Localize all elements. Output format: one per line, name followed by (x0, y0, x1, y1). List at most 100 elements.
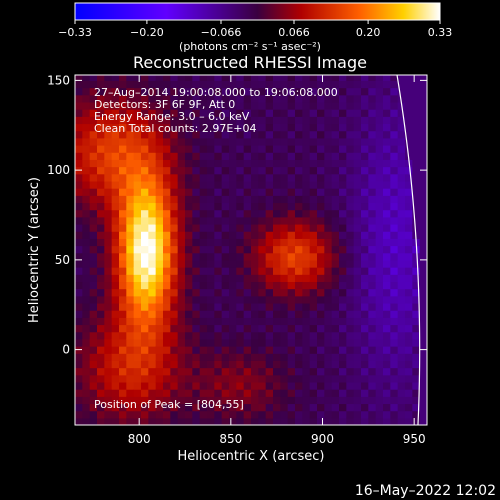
heatmap-cell (324, 281, 333, 290)
colorbar-tick-label: 0.33 (428, 26, 453, 39)
heatmap-cell (273, 109, 281, 117)
heatmap-cell (126, 367, 135, 376)
heatmap-cell (390, 216, 399, 225)
heatmap-cell (75, 87, 83, 96)
heatmap-cell (75, 403, 83, 412)
heatmap-cell (309, 310, 318, 318)
heatmap-cell (177, 331, 186, 340)
heatmap-cell (75, 302, 83, 311)
heatmap-cell (302, 353, 311, 361)
heatmap-cell (265, 353, 274, 361)
heatmap-cell (287, 288, 296, 297)
heatmap-cell (243, 180, 252, 189)
heatmap-cell (243, 353, 252, 361)
heatmap-cell (419, 252, 427, 261)
heatmap-cell (163, 259, 171, 268)
heatmap-cell (119, 180, 127, 189)
heatmap-cell (133, 259, 142, 268)
heatmap-cell (339, 252, 347, 261)
heatmap-cell (141, 389, 149, 397)
heatmap-cell (375, 159, 384, 168)
heatmap-cell (383, 188, 391, 196)
heatmap-cell (126, 231, 135, 239)
heatmap-cell (273, 360, 281, 369)
heatmap-cell (405, 145, 413, 153)
heatmap-cell (287, 180, 296, 189)
heatmap-cell (324, 116, 333, 125)
heatmap-cell (361, 223, 369, 232)
heatmap-cell (192, 288, 201, 297)
heatmap-cell (148, 101, 157, 110)
heatmap-cell (148, 180, 157, 189)
heatmap-cell (361, 216, 369, 225)
annotation-peak-position: Position of Peak = [804,55] (94, 398, 244, 411)
heatmap-cell (89, 238, 98, 247)
solar-limb-arc (396, 75, 421, 425)
heatmap-cell (111, 267, 120, 275)
heatmap-cell (397, 245, 406, 254)
heatmap-cell (243, 410, 252, 419)
heatmap-cell (141, 130, 149, 139)
heatmap-cell (309, 231, 318, 239)
heatmap-cell (265, 180, 274, 189)
heatmap-cell (383, 374, 391, 383)
heatmap-cell (75, 109, 83, 117)
heatmap-cell (273, 353, 281, 361)
heatmap-cell (111, 389, 120, 397)
heatmap-cell (353, 288, 362, 297)
heatmap-cell (199, 360, 208, 369)
heatmap-cell (412, 267, 421, 275)
heatmap-cell (412, 302, 421, 311)
heatmap-cell (221, 130, 230, 139)
heatmap-cell (97, 360, 105, 369)
heatmap-cell (82, 231, 91, 239)
heatmap-cell (265, 338, 274, 347)
heatmap-cell (148, 109, 157, 117)
heatmap-cell (302, 259, 311, 268)
heatmap-cell (258, 137, 267, 146)
heatmap-cell (170, 202, 179, 211)
heatmap-cell (375, 145, 384, 153)
heatmap-cell (192, 109, 201, 117)
heatmap-cell (383, 302, 391, 311)
heatmap-cell (390, 209, 399, 218)
heatmap-cell (412, 310, 421, 318)
heatmap-cell (324, 180, 333, 189)
heatmap-cell (104, 317, 113, 326)
heatmap-cell (383, 166, 391, 175)
heatmap-cell (104, 259, 113, 268)
heatmap-cell (236, 324, 245, 333)
heatmap-cell (177, 137, 186, 146)
heatmap-cell (163, 302, 171, 311)
plot-frame (74, 74, 428, 426)
heatmap-cell (287, 389, 296, 397)
colorbar-tick-label: −0.20 (130, 26, 164, 39)
heatmap-cell (346, 231, 355, 239)
heatmap-cell (419, 130, 427, 139)
heatmap-cell (346, 317, 355, 326)
heatmap-cell (207, 338, 215, 347)
heatmap-cell (368, 238, 377, 247)
heatmap-cell (111, 188, 120, 196)
heatmap-cell (309, 109, 318, 117)
heatmap-cell (89, 295, 98, 304)
heatmap-cell (375, 231, 384, 239)
heatmap-cell (192, 188, 201, 196)
heatmap-cell (309, 317, 318, 326)
heatmap-cell (119, 267, 127, 275)
heatmap-cell (368, 145, 377, 153)
heatmap-cell (207, 87, 215, 96)
colorbar-ticks: −0.33 −0.20 −0.066 0.066 0.20 0.33 (58, 20, 452, 39)
heatmap-cell (185, 281, 193, 290)
heatmap-cell (163, 324, 171, 333)
heatmap-cell (331, 317, 340, 326)
heatmap-cell (412, 338, 421, 347)
heatmap-cell (258, 159, 267, 168)
heatmap-cell (97, 109, 105, 117)
heatmap-cell (104, 137, 113, 146)
heatmap-cell (126, 152, 135, 160)
heatmap-cell (148, 231, 157, 239)
heatmap-cell (324, 94, 333, 103)
heatmap-cell (236, 331, 245, 340)
heatmap-cell (97, 417, 105, 425)
